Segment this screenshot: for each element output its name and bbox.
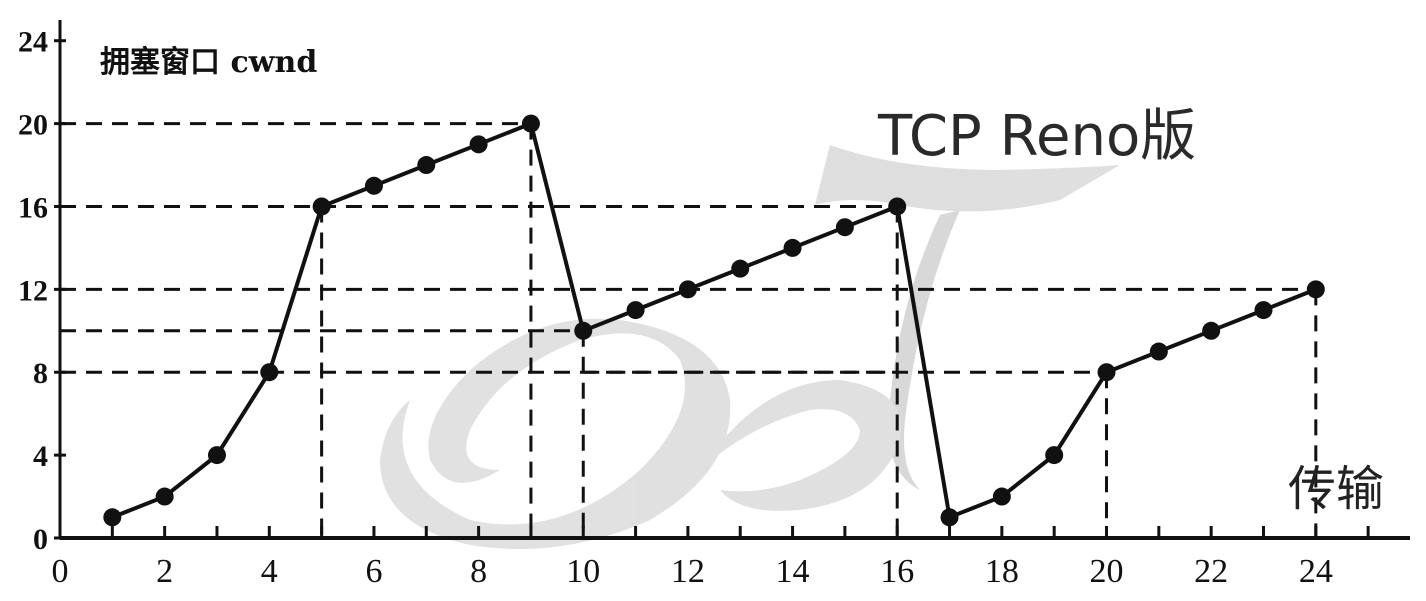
data-point (1097, 363, 1116, 382)
data-point (626, 301, 645, 320)
data-point (260, 363, 279, 382)
data-point (940, 508, 959, 527)
x-tick-label: 12 (671, 553, 705, 590)
x-axis-label: 传输 (1288, 461, 1384, 517)
data-point (207, 446, 226, 465)
x-tick-label: 0 (52, 553, 69, 590)
x-tick-label: 4 (261, 553, 278, 590)
x-tick-label: 10 (566, 553, 600, 590)
data-point (678, 280, 697, 299)
data-point (1045, 446, 1064, 465)
data-point (417, 156, 436, 175)
data-point (1254, 301, 1273, 320)
x-tick-label: 22 (1194, 553, 1228, 590)
series-polyline (111, 121, 1317, 520)
data-point (731, 259, 750, 278)
x-tick-label: 24 (1299, 553, 1333, 590)
data-point (364, 176, 383, 195)
y-tick-label: 8 (33, 357, 48, 390)
data-point (1149, 342, 1168, 361)
data-point (469, 135, 488, 154)
data-point (1202, 321, 1221, 340)
x-tick-label: 18 (985, 553, 1019, 590)
x-tick-label: 2 (156, 553, 173, 590)
data-point (574, 321, 593, 340)
data-point (103, 508, 122, 527)
x-tick-label: 20 (1090, 553, 1124, 590)
y-tick-label: 4 (33, 440, 48, 473)
series-line (111, 121, 1317, 520)
data-point (992, 487, 1011, 506)
data-point (835, 218, 854, 237)
data-point (783, 238, 802, 257)
y-tick-label: 20 (18, 109, 48, 142)
watermark-logo (380, 145, 1120, 550)
data-points (103, 114, 1325, 527)
y-tick-label: 12 (18, 274, 48, 307)
y-tick-label: 24 (18, 26, 48, 59)
y-tick-label: 0 (33, 523, 48, 556)
data-point (888, 197, 907, 216)
x-tick-label: 14 (776, 553, 810, 590)
data-point (155, 487, 174, 506)
x-tick-label: 16 (880, 553, 914, 590)
chart-title: TCP Reno版 (877, 104, 1196, 169)
data-point (312, 197, 331, 216)
x-tick-label: 8 (470, 553, 487, 590)
y-axis-label: 拥塞窗口 cwnd (100, 45, 317, 80)
data-point (1306, 280, 1325, 299)
data-point (521, 114, 540, 133)
x-tick-label: 6 (365, 553, 382, 590)
y-tick-label: 16 (18, 191, 48, 224)
